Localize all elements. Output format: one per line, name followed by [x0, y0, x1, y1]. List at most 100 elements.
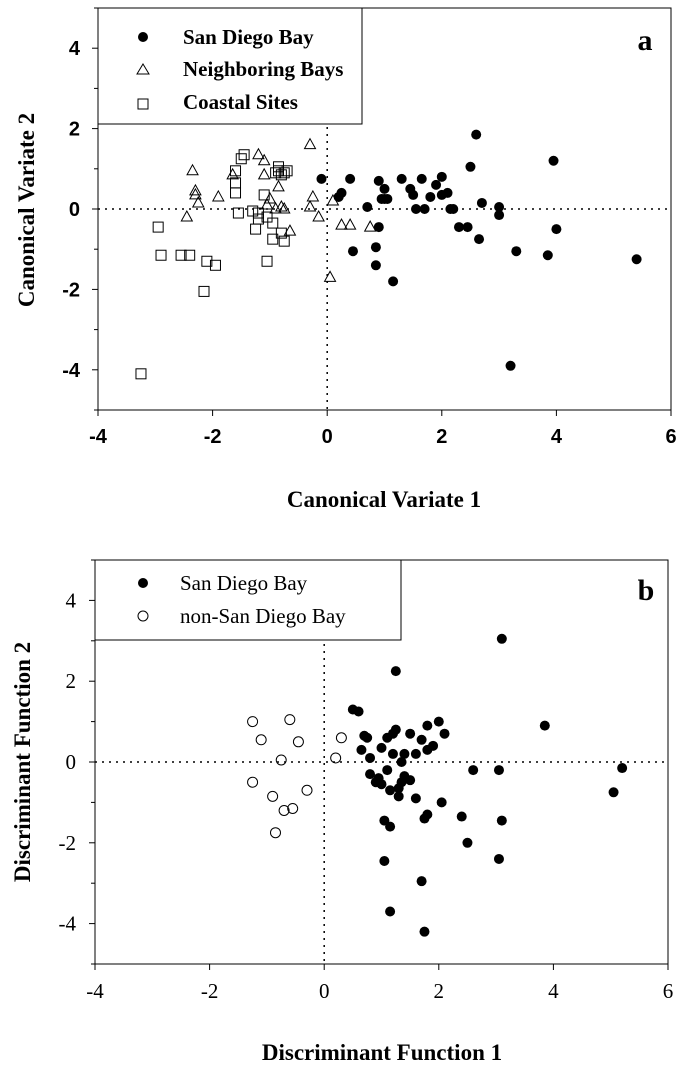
point-neighboring-bays: [227, 169, 238, 179]
point-san-diego-bay: [382, 765, 392, 775]
x-tick-label: -4: [86, 979, 104, 1003]
point-san-diego-bay: [405, 775, 415, 785]
points-a: [136, 130, 642, 379]
point-coastal-sites: [153, 222, 163, 232]
point-coastal-sites: [199, 286, 209, 296]
point-san-diego-bay: [540, 721, 550, 731]
point-neighboring-bays: [259, 155, 270, 165]
y-tick-label: 0: [69, 199, 80, 221]
point-san-diego-bay: [471, 130, 481, 140]
point-san-diego-bay: [425, 192, 435, 202]
point-san-diego-bay: [345, 174, 355, 184]
y-tick-label: 4: [69, 38, 81, 60]
y-tick-label: 2: [69, 119, 80, 141]
x-tick-label: -2: [204, 426, 222, 448]
point-neighboring-bays: [325, 271, 336, 281]
point-san-diego-bay: [337, 188, 347, 198]
point-neighboring-bays: [305, 201, 316, 211]
point-san-diego-bay: [543, 250, 553, 260]
point-san-diego-bay: [511, 246, 521, 256]
point-coastal-sites: [136, 369, 146, 379]
point-non-san-diego-bay: [302, 785, 312, 795]
point-coastal-sites: [236, 154, 246, 164]
point-non-san-diego-bay: [293, 737, 303, 747]
point-san-diego-bay: [474, 234, 484, 244]
point-coastal-sites: [251, 224, 261, 234]
y-tick-label: 4: [66, 588, 77, 612]
y-tick-label: -4: [59, 912, 77, 936]
point-san-diego-bay: [422, 721, 432, 731]
point-neighboring-bays: [213, 191, 224, 201]
point-san-diego-bay: [397, 757, 407, 767]
points-b: [248, 634, 628, 937]
legend-marker-san-diego-bay: [138, 32, 148, 42]
y-axis-title-b: Discriminant Function 2: [10, 642, 35, 882]
point-san-diego-bay: [380, 184, 390, 194]
legend-label-san-diego-bay: San Diego Bay: [183, 25, 314, 49]
point-non-san-diego-bay: [248, 717, 258, 727]
point-san-diego-bay: [408, 190, 418, 200]
point-coastal-sites: [231, 188, 241, 198]
point-non-san-diego-bay: [268, 791, 278, 801]
point-san-diego-bay: [422, 810, 432, 820]
point-san-diego-bay: [411, 204, 421, 214]
point-san-diego-bay: [362, 202, 372, 212]
panel-a: -4 -2 0 2 4 6 4 2 0 -2 -4 San Diego Bay Neighborin…: [14, 8, 677, 512]
legend-b: San Diego Bay non-San Diego Bay: [95, 560, 401, 640]
point-coastal-sites: [268, 218, 278, 228]
panel-label-a: a: [638, 24, 653, 57]
point-san-diego-bay: [468, 765, 478, 775]
point-neighboring-bays: [307, 191, 318, 201]
y-axis-title-a: Canonical Variate 2: [14, 113, 39, 307]
point-san-diego-bay: [494, 854, 504, 864]
point-san-diego-bay: [454, 222, 464, 232]
point-neighboring-bays: [187, 165, 198, 175]
point-san-diego-bay: [377, 194, 387, 204]
point-non-san-diego-bay: [276, 755, 286, 765]
point-neighboring-bays: [273, 181, 284, 191]
y-tick-label: -4: [62, 360, 81, 382]
point-non-san-diego-bay: [270, 828, 280, 838]
point-san-diego-bay: [443, 188, 453, 198]
point-coastal-sites: [259, 190, 269, 200]
legend-label-coastal-sites: Coastal Sites: [183, 90, 298, 114]
legend-marker-coastal-sites: [138, 99, 148, 109]
point-coastal-sites: [239, 150, 249, 160]
point-san-diego-bay: [632, 254, 642, 264]
y-tick-label: 2: [66, 669, 77, 693]
point-san-diego-bay: [388, 276, 398, 286]
point-san-diego-bay: [551, 224, 561, 234]
point-san-diego-bay: [348, 246, 358, 256]
point-san-diego-bay: [422, 745, 432, 755]
point-san-diego-bay: [394, 791, 404, 801]
point-san-diego-bay: [417, 174, 427, 184]
point-san-diego-bay: [411, 793, 421, 803]
point-san-diego-bay: [463, 222, 473, 232]
point-san-diego-bay: [359, 731, 369, 741]
point-san-diego-bay: [405, 729, 415, 739]
point-san-diego-bay: [419, 927, 429, 937]
point-non-san-diego-bay: [256, 735, 266, 745]
point-coastal-sites: [262, 256, 272, 266]
point-san-diego-bay: [420, 204, 430, 214]
point-non-san-diego-bay: [285, 715, 295, 725]
point-san-diego-bay: [388, 749, 398, 759]
point-san-diego-bay: [448, 204, 458, 214]
point-san-diego-bay: [417, 876, 427, 886]
point-san-diego-bay: [391, 666, 401, 676]
x-axis-title-b: Discriminant Function 1: [262, 1040, 502, 1065]
point-san-diego-bay: [431, 180, 441, 190]
point-san-diego-bay: [379, 856, 389, 866]
point-san-diego-bay: [609, 787, 619, 797]
panel-b: -4 -2 0 2 4 6420-2-4 San Diego Bay non-San Di…: [10, 560, 673, 1065]
point-neighboring-bays: [181, 211, 192, 221]
point-non-san-diego-bay: [248, 777, 258, 787]
point-san-diego-bay: [354, 707, 364, 717]
x-tick-label: 4: [548, 979, 559, 1003]
point-san-diego-bay: [385, 822, 395, 832]
point-san-diego-bay: [397, 174, 407, 184]
point-san-diego-bay: [462, 838, 472, 848]
legend-marker-non-san-diego-bay: [138, 611, 148, 621]
y-tick-label: -2: [62, 279, 80, 301]
point-san-diego-bay: [365, 753, 375, 763]
